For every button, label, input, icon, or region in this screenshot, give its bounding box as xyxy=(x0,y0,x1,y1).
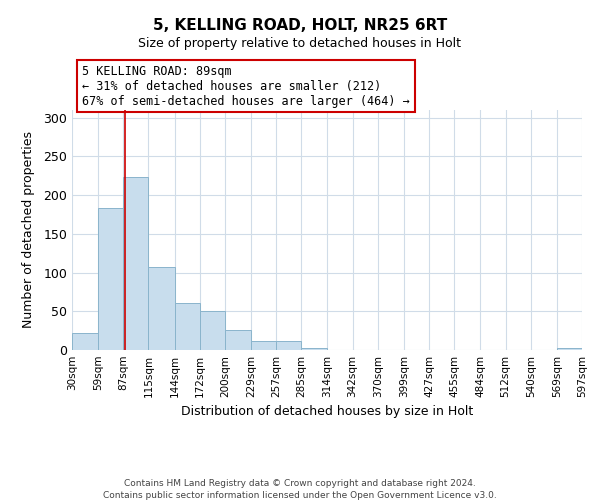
Bar xyxy=(225,330,251,350)
Bar xyxy=(72,333,98,350)
Bar xyxy=(301,348,328,350)
Text: 5 KELLING ROAD: 89sqm
← 31% of detached houses are smaller (212)
67% of semi-det: 5 KELLING ROAD: 89sqm ← 31% of detached … xyxy=(82,64,410,108)
Y-axis label: Number of detached properties: Number of detached properties xyxy=(22,132,35,328)
Bar xyxy=(148,267,175,350)
Text: 5, KELLING ROAD, HOLT, NR25 6RT: 5, KELLING ROAD, HOLT, NR25 6RT xyxy=(153,18,447,32)
Text: Contains HM Land Registry data © Crown copyright and database right 2024.: Contains HM Land Registry data © Crown c… xyxy=(124,479,476,488)
Bar xyxy=(557,348,582,350)
Text: Contains public sector information licensed under the Open Government Licence v3: Contains public sector information licen… xyxy=(103,491,497,500)
Bar xyxy=(200,310,225,350)
Bar xyxy=(123,176,148,350)
Bar xyxy=(251,342,276,350)
Bar xyxy=(175,303,200,350)
Bar xyxy=(276,340,301,350)
Bar xyxy=(98,208,123,350)
Text: Size of property relative to detached houses in Holt: Size of property relative to detached ho… xyxy=(139,38,461,51)
X-axis label: Distribution of detached houses by size in Holt: Distribution of detached houses by size … xyxy=(181,406,473,418)
